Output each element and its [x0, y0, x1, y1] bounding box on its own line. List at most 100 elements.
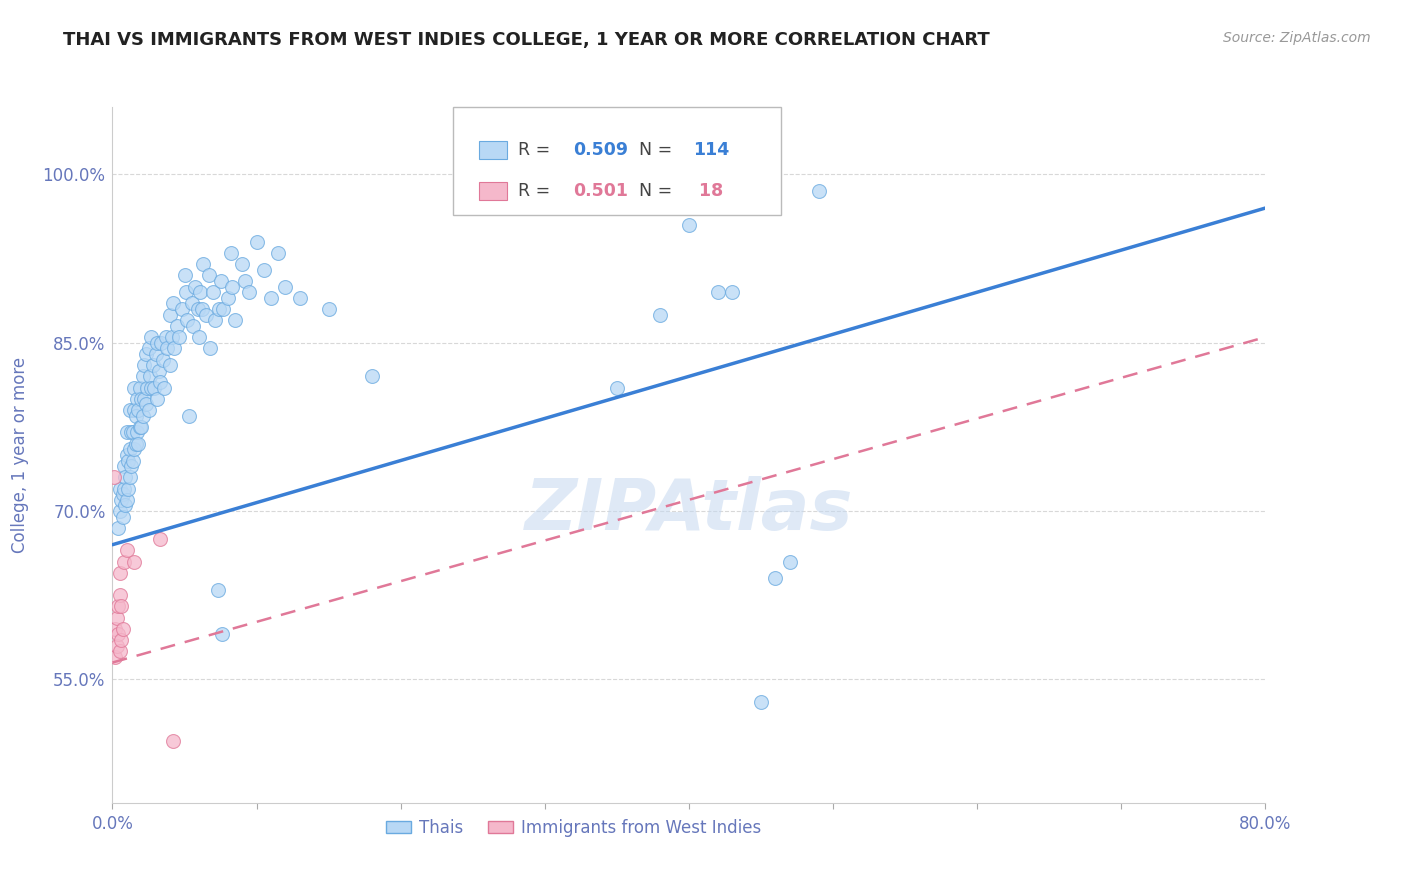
- Point: [129, 392, 153, 406]
- Text: R =: R =: [517, 141, 555, 159]
- Point: [360, 369, 382, 384]
- Point: [145, 347, 167, 361]
- Legend: Thais, Immigrants from West Indies: Thais, Immigrants from West Indies: [378, 812, 769, 843]
- Point: [221, 279, 243, 293]
- Point: [765, 571, 787, 585]
- Point: [118, 442, 141, 457]
- Text: Source: ZipAtlas.com: Source: ZipAtlas.com: [1223, 31, 1371, 45]
- Point: [115, 543, 138, 558]
- Point: [105, 639, 128, 653]
- Text: R =: R =: [517, 182, 555, 200]
- Point: [108, 566, 131, 580]
- Point: [190, 285, 212, 300]
- Point: [125, 392, 148, 406]
- Point: [224, 313, 246, 327]
- Point: [191, 301, 214, 316]
- Point: [195, 308, 218, 322]
- Point: [152, 352, 174, 367]
- FancyBboxPatch shape: [479, 182, 506, 200]
- Text: 0.509: 0.509: [574, 141, 628, 159]
- Point: [188, 330, 211, 344]
- Point: [231, 257, 253, 271]
- Point: [162, 734, 184, 748]
- Point: [274, 279, 297, 293]
- Point: [114, 470, 136, 484]
- Point: [108, 504, 131, 518]
- Point: [200, 341, 222, 355]
- Point: [177, 409, 200, 423]
- Point: [138, 403, 160, 417]
- Point: [208, 301, 231, 316]
- FancyBboxPatch shape: [479, 141, 506, 159]
- Point: [150, 335, 173, 350]
- Point: [153, 381, 176, 395]
- Point: [118, 403, 141, 417]
- Point: [118, 470, 141, 484]
- Point: [707, 285, 730, 300]
- Point: [181, 318, 204, 333]
- Point: [107, 521, 129, 535]
- Point: [139, 369, 162, 384]
- Point: [112, 482, 135, 496]
- Point: [111, 622, 134, 636]
- Point: [141, 330, 163, 344]
- Point: [142, 358, 165, 372]
- Point: [121, 425, 143, 440]
- Point: [159, 308, 181, 322]
- Point: [120, 425, 142, 440]
- Point: [253, 262, 276, 277]
- Point: [120, 459, 142, 474]
- Point: [111, 509, 134, 524]
- Point: [122, 555, 145, 569]
- Point: [180, 296, 202, 310]
- Point: [217, 291, 239, 305]
- Point: [111, 487, 134, 501]
- Point: [141, 381, 163, 395]
- Point: [650, 308, 672, 322]
- Point: [198, 268, 221, 283]
- Point: [125, 425, 148, 440]
- Point: [127, 403, 149, 417]
- Point: [114, 499, 136, 513]
- Point: [136, 381, 159, 395]
- Point: [132, 409, 155, 423]
- Point: [162, 296, 184, 310]
- Point: [209, 274, 232, 288]
- Point: [122, 403, 145, 417]
- Point: [174, 285, 197, 300]
- Point: [211, 627, 233, 641]
- Point: [122, 442, 145, 457]
- Point: [108, 482, 131, 496]
- Point: [132, 369, 155, 384]
- Point: [267, 246, 290, 260]
- Point: [112, 459, 135, 474]
- Point: [117, 482, 139, 496]
- Point: [749, 695, 772, 709]
- Text: N =: N =: [640, 182, 678, 200]
- Point: [110, 633, 132, 648]
- Point: [129, 420, 153, 434]
- Point: [779, 555, 801, 569]
- Point: [108, 644, 131, 658]
- Point: [163, 341, 186, 355]
- Point: [166, 318, 188, 333]
- Point: [149, 375, 172, 389]
- Point: [128, 381, 150, 395]
- Point: [202, 285, 225, 300]
- Point: [238, 285, 260, 300]
- Point: [678, 218, 700, 232]
- Point: [115, 448, 138, 462]
- Text: 18: 18: [693, 182, 724, 200]
- Point: [128, 420, 150, 434]
- Point: [107, 627, 129, 641]
- Point: [288, 291, 311, 305]
- Point: [721, 285, 744, 300]
- Text: THAI VS IMMIGRANTS FROM WEST INDIES COLLEGE, 1 YEAR OR MORE CORRELATION CHART: THAI VS IMMIGRANTS FROM WEST INDIES COLL…: [63, 31, 990, 49]
- Point: [176, 313, 198, 327]
- Point: [104, 622, 127, 636]
- Point: [146, 335, 169, 350]
- Point: [103, 470, 125, 484]
- Point: [149, 532, 172, 546]
- Point: [260, 291, 283, 305]
- Point: [115, 425, 138, 440]
